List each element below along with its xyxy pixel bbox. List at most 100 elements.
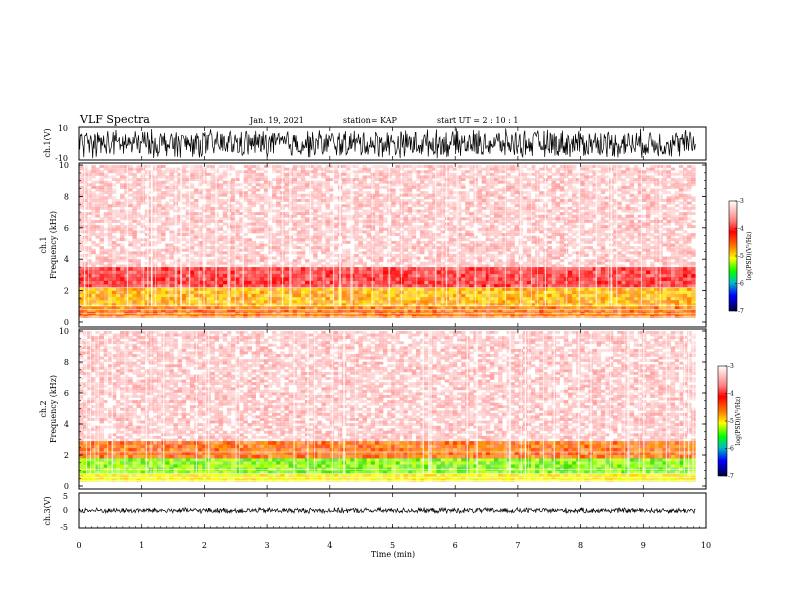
spectrogram-cell — [202, 309, 207, 313]
spectrogram-cell — [354, 293, 359, 298]
spectrogram-cell — [341, 270, 347, 275]
spectrogram-cell — [268, 209, 273, 213]
spectrogram-cell — [132, 253, 137, 257]
spectrogram-cell — [272, 167, 277, 171]
spectrogram-cell — [440, 256, 445, 260]
spectrogram-cell — [292, 300, 298, 304]
spectrogram-cell — [161, 230, 166, 234]
spectrogram-cell — [272, 300, 277, 304]
spectrogram-cell — [440, 230, 445, 234]
spectrogram-cell — [296, 267, 302, 271]
spectrogram-cell — [296, 270, 302, 275]
spectrogram-cell — [144, 193, 150, 197]
spectrogram-cell — [309, 290, 314, 295]
spectrogram-cell — [99, 201, 104, 205]
spectrogram-cell — [210, 246, 215, 250]
spectrogram-cell — [395, 178, 400, 181]
spectrogram-cell — [629, 277, 635, 281]
spectrogram-cell — [600, 280, 606, 285]
spectrogram-cell — [107, 204, 113, 208]
spectrogram-cell — [633, 267, 639, 271]
spectrogram-cell — [691, 284, 696, 288]
spectrogram-cell — [161, 309, 166, 313]
spectrogram-cell — [317, 225, 322, 229]
spectrogram-cell — [383, 280, 388, 285]
spectrogram-cell — [95, 277, 100, 281]
spectrogram-cell — [259, 175, 265, 179]
spectrogram-cell — [247, 217, 252, 221]
spectrogram-cell — [415, 219, 421, 223]
spectrogram-cell — [185, 191, 191, 195]
spectrogram-cell — [128, 240, 133, 244]
spectrogram-cell — [428, 270, 433, 275]
spectrogram-cell — [272, 290, 277, 295]
spectrogram-cell — [185, 201, 191, 205]
spectrogram-cell — [247, 214, 252, 218]
spectrogram-cell — [235, 267, 240, 271]
spectrogram-cell — [341, 222, 347, 226]
spectrogram-cell — [588, 287, 593, 291]
spectrogram-cell — [99, 172, 104, 176]
spectrogram-cell — [124, 196, 129, 200]
spectrogram-cell — [530, 270, 536, 275]
spectrogram-cell — [346, 259, 351, 263]
spectrogram-cell — [678, 267, 684, 271]
spectrogram-cell — [658, 314, 663, 318]
spectrogram-cell — [251, 261, 256, 265]
spectrogram-cell — [370, 183, 376, 187]
spectrogram-cell — [231, 290, 236, 295]
spectrogram-cell — [157, 303, 162, 307]
spectrogram-cell — [165, 280, 170, 285]
spectrogram-cell — [231, 199, 236, 202]
spectrogram-cell — [231, 219, 236, 223]
spectrogram-cell — [99, 267, 104, 271]
spectrogram-cell — [140, 300, 146, 304]
spectrogram-cell — [95, 293, 100, 298]
spectrogram-cell — [136, 296, 141, 301]
spectrogram-cell — [161, 273, 166, 278]
spectrogram-cell — [592, 309, 598, 313]
spectrogram-cell — [370, 264, 376, 268]
spectrogram-cell — [678, 280, 684, 285]
spectrogram-cell — [498, 267, 503, 271]
spectrogram-cell — [325, 183, 330, 187]
spectrogram-cell — [111, 225, 117, 229]
spectrogram-cell — [247, 175, 252, 179]
spectrogram-cell — [341, 217, 347, 221]
spectrogram-cell — [522, 273, 528, 278]
spectrogram-cell — [596, 296, 602, 301]
spectrogram-cell — [239, 248, 244, 252]
spectrogram-cell — [247, 165, 252, 168]
spectrogram-cell — [95, 225, 100, 229]
spectrogram-cell — [144, 284, 150, 288]
spectrogram-cell — [99, 185, 104, 189]
spectrogram-cell — [358, 167, 363, 171]
spectrogram-cell — [210, 284, 215, 288]
spectrogram-cell — [358, 270, 363, 275]
spectrogram-cell — [272, 256, 277, 260]
spectrogram-cell — [296, 273, 302, 278]
spectrogram-cell — [646, 284, 651, 288]
spectrogram-cell — [91, 209, 96, 213]
spectrogram-cell — [161, 306, 166, 310]
spectrogram-cell — [329, 170, 335, 174]
spectrogram-cell — [325, 222, 330, 226]
spectrogram-cell — [374, 165, 380, 168]
spectrogram-cell — [198, 296, 203, 301]
spectrogram-cell — [120, 178, 125, 181]
spectrogram-cell — [370, 240, 376, 244]
spectrogram-cell — [440, 273, 445, 278]
spectrogram-cell — [333, 165, 339, 168]
spectrogram-cell — [354, 314, 359, 318]
spectrogram-cell — [235, 172, 240, 176]
spectrogram-cell — [354, 178, 359, 181]
spectrogram-cell — [296, 222, 302, 226]
spectrogram-cell — [91, 172, 96, 176]
spectrogram-cell — [255, 219, 261, 223]
spectrogram-cell — [214, 235, 220, 239]
spectrogram-cell — [210, 201, 215, 205]
spectrogram-cell — [210, 180, 215, 184]
spectrogram-cell — [222, 303, 228, 307]
spectrogram-cell — [95, 209, 100, 213]
spectrogram-cell — [95, 303, 100, 307]
